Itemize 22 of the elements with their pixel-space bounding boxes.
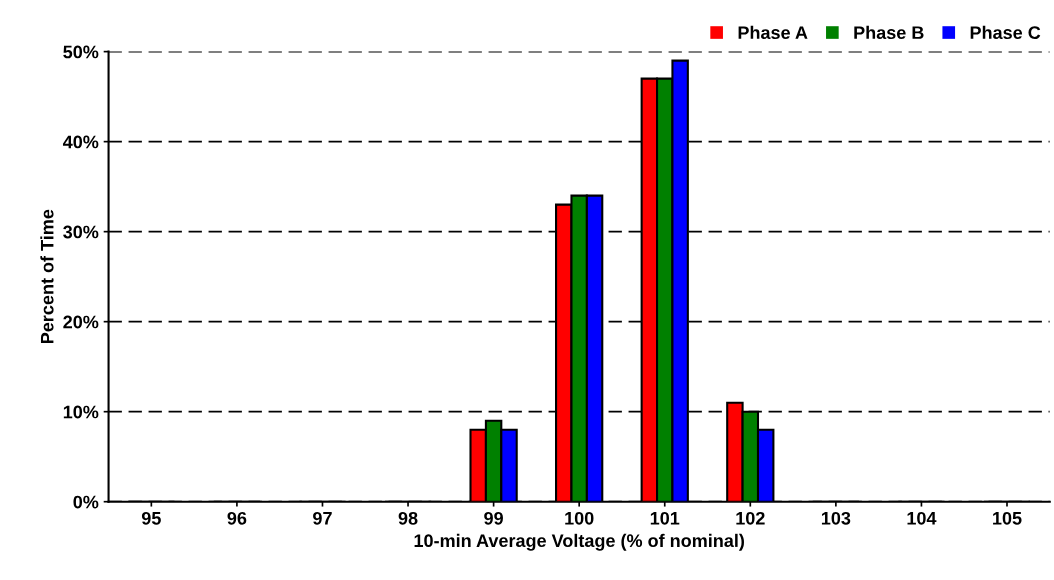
x-tick-label: 95 <box>141 511 161 525</box>
y-tick-label: 30% <box>63 225 99 239</box>
x-tick-label: 101 <box>650 511 680 525</box>
y-tick-label: 50% <box>63 45 99 59</box>
x-tick-label: 98 <box>398 511 418 525</box>
x-tick-label: 96 <box>227 511 247 525</box>
x-tick-label: 104 <box>907 511 937 525</box>
legend-label: Phase A <box>738 25 808 40</box>
x-tick-label: 100 <box>565 511 594 525</box>
y-tick-label: 0% <box>73 495 99 509</box>
y-tick-label: 20% <box>63 315 99 329</box>
y-tick-label: 40% <box>62 135 99 149</box>
legend-label: Phase C <box>970 25 1041 40</box>
x-tick-label: 102 <box>736 511 765 525</box>
x-tick-label: 105 <box>993 511 1022 525</box>
legend-label: Phase B <box>854 25 924 40</box>
x-axis-title: 10-min Average Voltage (% of nominal) <box>414 533 744 551</box>
y-axis-title: Percent of Time <box>40 209 54 344</box>
x-tick-label: 97 <box>313 511 332 525</box>
x-tick-label: 103 <box>821 511 851 525</box>
x-tick-label: 99 <box>484 511 503 525</box>
y-tick-label: 10% <box>63 405 99 419</box>
